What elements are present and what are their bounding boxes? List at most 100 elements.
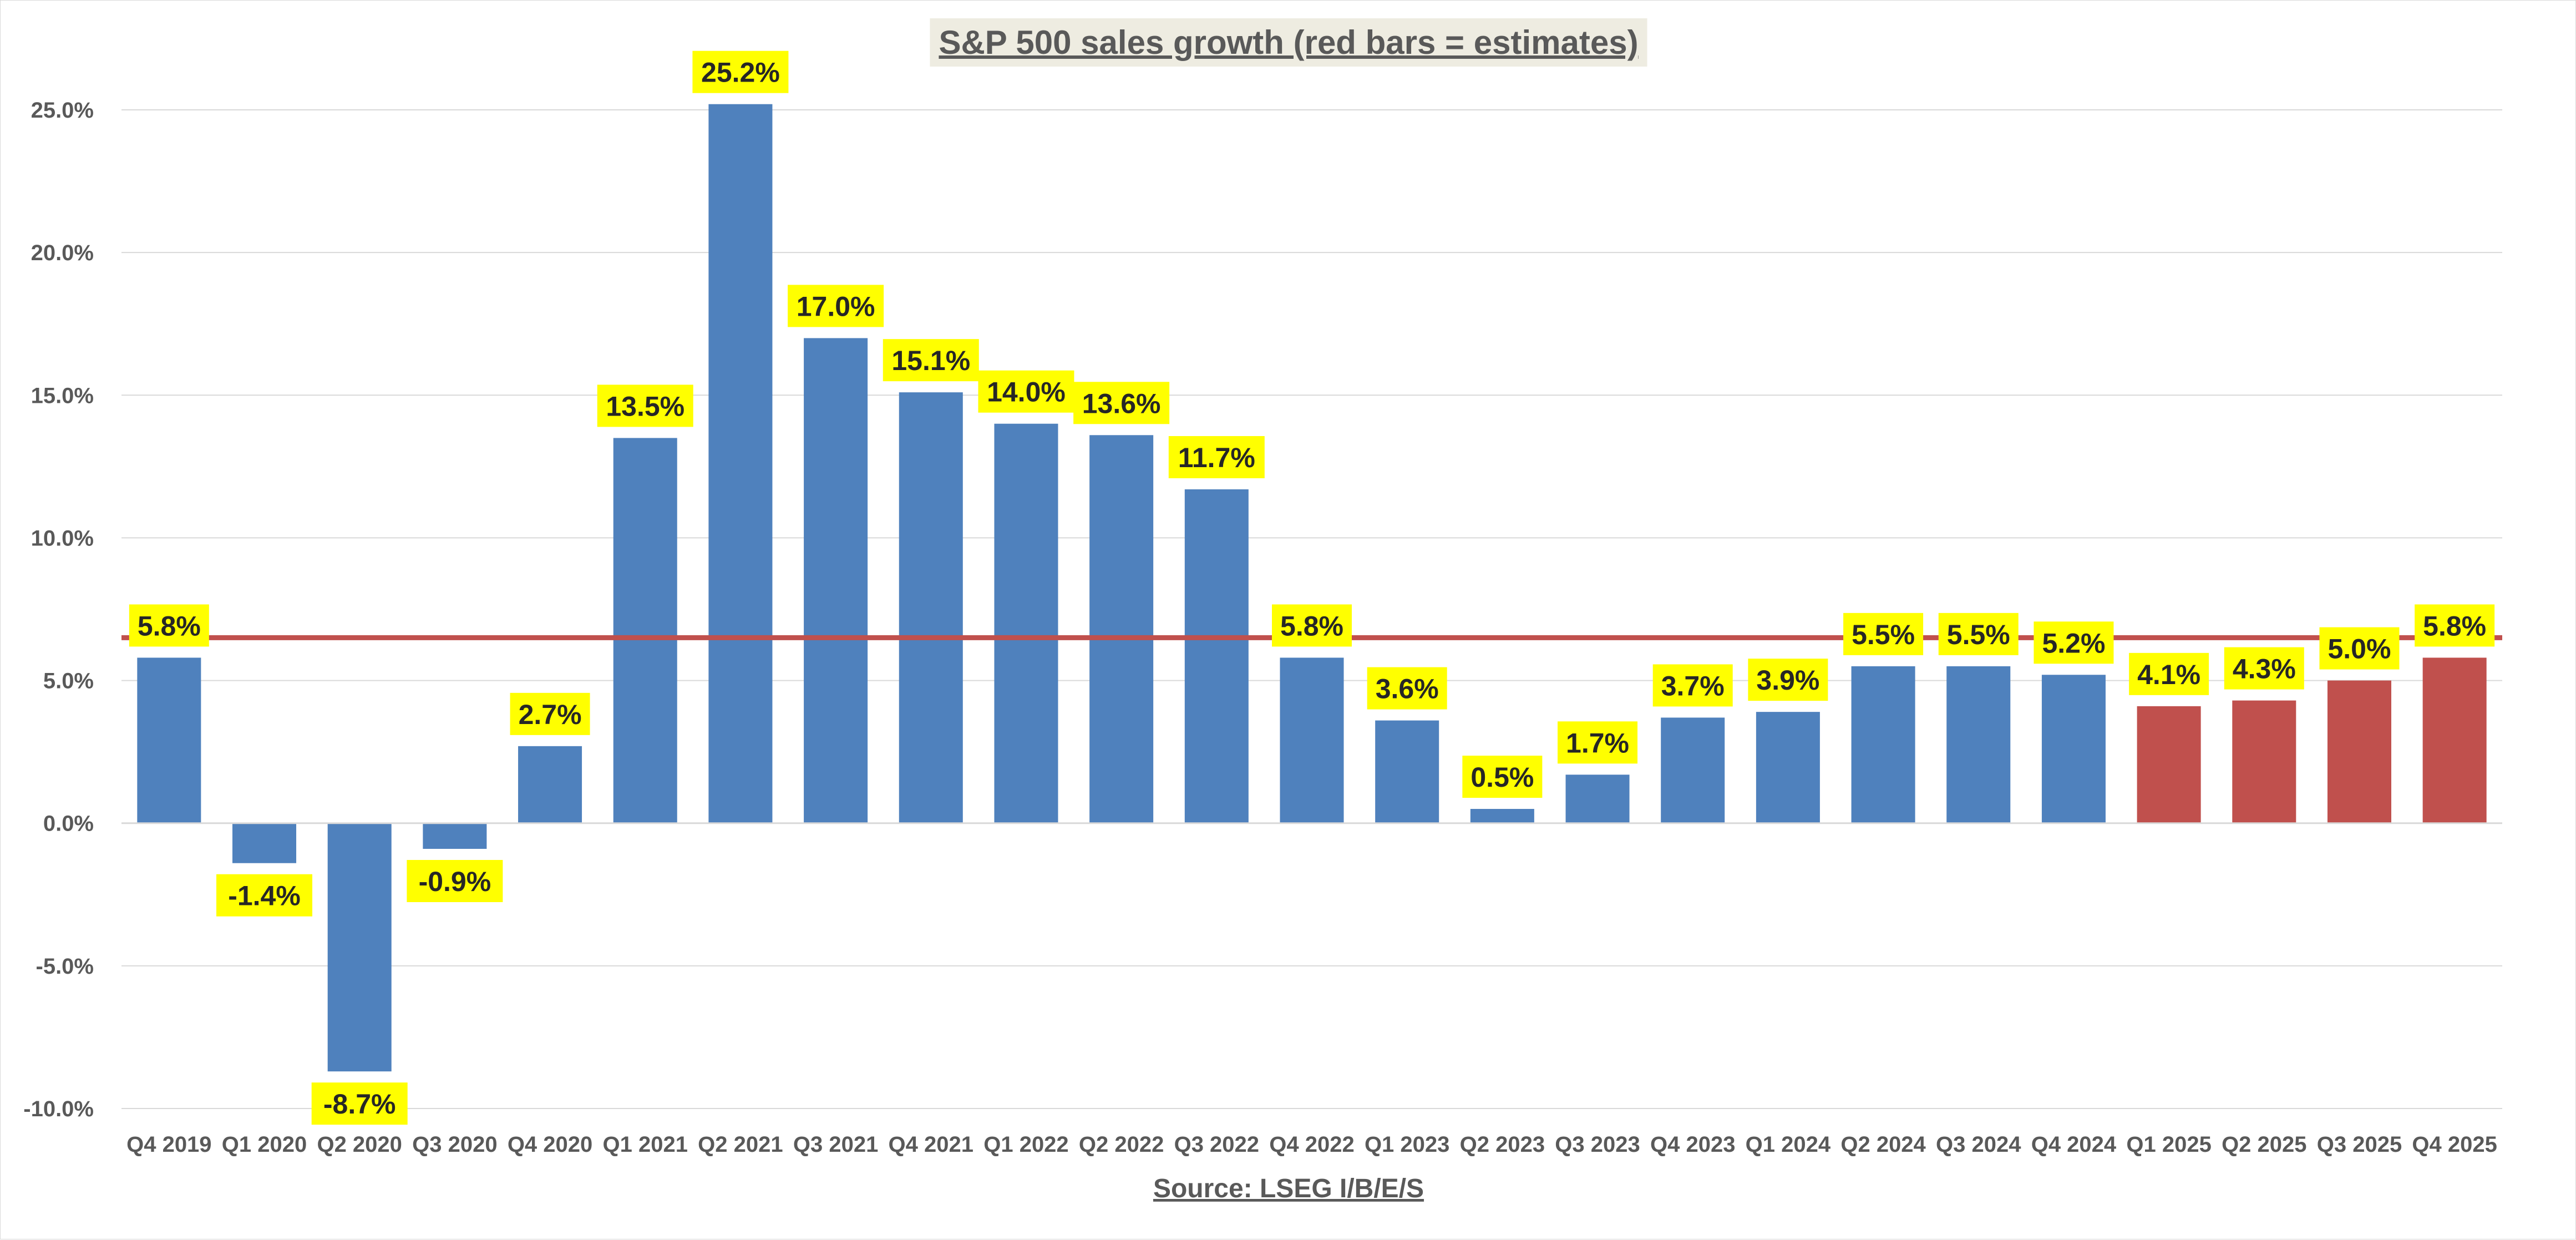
x-tick-label: Q2 2021 <box>698 1132 783 1157</box>
data-label: 4.3% <box>2233 654 2296 685</box>
x-tick-label: Q2 2020 <box>317 1132 402 1157</box>
data-label-group: 4.3% <box>2224 647 2304 690</box>
data-label-background <box>1367 667 1447 710</box>
data-label-group: 25.2% <box>692 50 789 93</box>
data-label: 4.1% <box>2137 659 2200 690</box>
chart-title: S&P 500 sales growth (red bars = estimat… <box>939 24 1638 61</box>
data-label-group: 13.6% <box>1073 382 1170 424</box>
actual-bar <box>899 392 963 823</box>
actual-bar <box>1661 717 1725 823</box>
actual-bar <box>1280 657 1344 823</box>
x-tick-label: Q1 2022 <box>983 1132 1068 1157</box>
x-tick-label: Q4 2019 <box>126 1132 211 1157</box>
actual-bar <box>1089 435 1154 823</box>
data-label-group: 5.8% <box>129 604 209 647</box>
data-label: 1.7% <box>1566 727 1629 758</box>
data-label-group: 13.5% <box>597 384 693 427</box>
chart-title-group: S&P 500 sales growth (red bars = estimat… <box>930 18 1647 67</box>
data-label-background <box>1938 613 2019 655</box>
x-tick-label: Q1 2020 <box>222 1132 307 1157</box>
y-tick-label: 0.0% <box>43 812 94 836</box>
data-label-background <box>2129 652 2209 695</box>
data-label: 15.1% <box>891 345 970 376</box>
data-label-background <box>2034 621 2114 664</box>
chart-title-background <box>930 18 1647 67</box>
actual-bar <box>1375 720 1439 823</box>
data-label-group: -0.9% <box>407 860 503 902</box>
data-label: 3.7% <box>1661 670 1725 701</box>
actual-bar <box>518 746 582 823</box>
data-label: 11.7% <box>1178 442 1255 473</box>
data-label: 0.5% <box>1470 762 1534 793</box>
data-label: 5.8% <box>1280 610 1343 641</box>
data-label: 3.9% <box>1756 665 1819 696</box>
data-label-background <box>216 874 313 917</box>
data-label-background <box>1462 756 1543 798</box>
data-label-background <box>978 370 1074 413</box>
data-label-background <box>2415 604 2495 647</box>
data-label-group: 5.5% <box>1843 613 1924 655</box>
data-label-group: -1.4% <box>216 874 313 917</box>
data-label-background <box>1558 721 1638 764</box>
data-label-group: 0.5% <box>1462 756 1543 798</box>
data-label-group: 4.1% <box>2129 652 2209 695</box>
y-tick-label: 10.0% <box>31 526 94 550</box>
x-tick-label: Q2 2022 <box>1079 1132 1164 1157</box>
data-label: 2.7% <box>519 699 582 730</box>
data-label: 25.2% <box>701 57 780 88</box>
data-label-background <box>1652 664 1733 707</box>
actual-bar <box>423 823 487 849</box>
data-label: -0.9% <box>419 866 491 897</box>
x-tick-label: Q1 2024 <box>1746 1132 1831 1157</box>
data-label-background <box>692 50 789 93</box>
data-label-background <box>1843 613 1924 655</box>
actual-bar <box>1946 666 2011 823</box>
x-tick-label: Q3 2023 <box>1555 1132 1640 1157</box>
actual-bar <box>994 423 1058 823</box>
data-label-group: -8.7% <box>311 1082 408 1125</box>
data-label: 17.0% <box>797 291 875 322</box>
y-tick-label: 5.0% <box>43 669 94 694</box>
data-label: 5.8% <box>2423 610 2486 641</box>
y-tick-label: 25.0% <box>31 98 94 123</box>
data-label-group: 14.0% <box>978 370 1074 413</box>
x-tick-label: Q1 2025 <box>2126 1132 2211 1157</box>
actual-bar <box>1470 809 1534 823</box>
data-label-background <box>788 285 884 327</box>
axes: -10.0% -5.0% 0.0% 5.0% 10.0% 15.0% 20.0% 25.0% Q… <box>23 98 2502 1157</box>
y-tick-label: 15.0% <box>31 383 94 408</box>
data-labels: 5.8% -1.4% -8.7% -0.9% 2.7% 13.5% 25.2% 17.0% 15… <box>129 50 2495 1125</box>
data-label-background <box>407 860 503 902</box>
estimate-bar <box>2327 680 2391 823</box>
y-tick-label: -10.0% <box>23 1097 94 1121</box>
actual-bar <box>232 823 297 863</box>
data-label-group: 1.7% <box>1558 721 1638 764</box>
actual-bar <box>708 104 773 823</box>
estimate-bar <box>2422 657 2487 823</box>
data-label-background <box>1168 436 1265 478</box>
actual-bar <box>804 338 868 823</box>
data-label-group: 17.0% <box>788 285 884 327</box>
data-label-background <box>883 339 979 382</box>
data-label-background <box>597 384 693 427</box>
x-tick-label: Q2 2024 <box>1840 1132 1926 1157</box>
data-label: 5.8% <box>138 610 201 641</box>
data-label-background <box>1272 604 1352 647</box>
data-label: 5.5% <box>1947 619 2010 650</box>
data-label-group: 11.7% <box>1168 436 1265 478</box>
x-tick-label: Q1 2021 <box>603 1132 688 1157</box>
x-tick-label: Q4 2021 <box>889 1132 973 1157</box>
x-tick-label: Q4 2022 <box>1269 1132 1354 1157</box>
data-label: -8.7% <box>323 1089 396 1120</box>
data-label-background <box>1748 659 1828 701</box>
x-tick-label: Q3 2022 <box>1174 1132 1259 1157</box>
data-label-background <box>510 692 590 735</box>
estimate-bar <box>2232 700 2296 823</box>
actual-bar <box>327 823 392 1072</box>
x-tick-label: Q3 2021 <box>793 1132 878 1157</box>
data-label-group: 3.6% <box>1367 667 1447 710</box>
data-label-group: 5.5% <box>1938 613 2019 655</box>
actual-bar <box>137 657 201 823</box>
source-note: Source: LSEG I/B/E/S <box>1153 1174 1424 1203</box>
